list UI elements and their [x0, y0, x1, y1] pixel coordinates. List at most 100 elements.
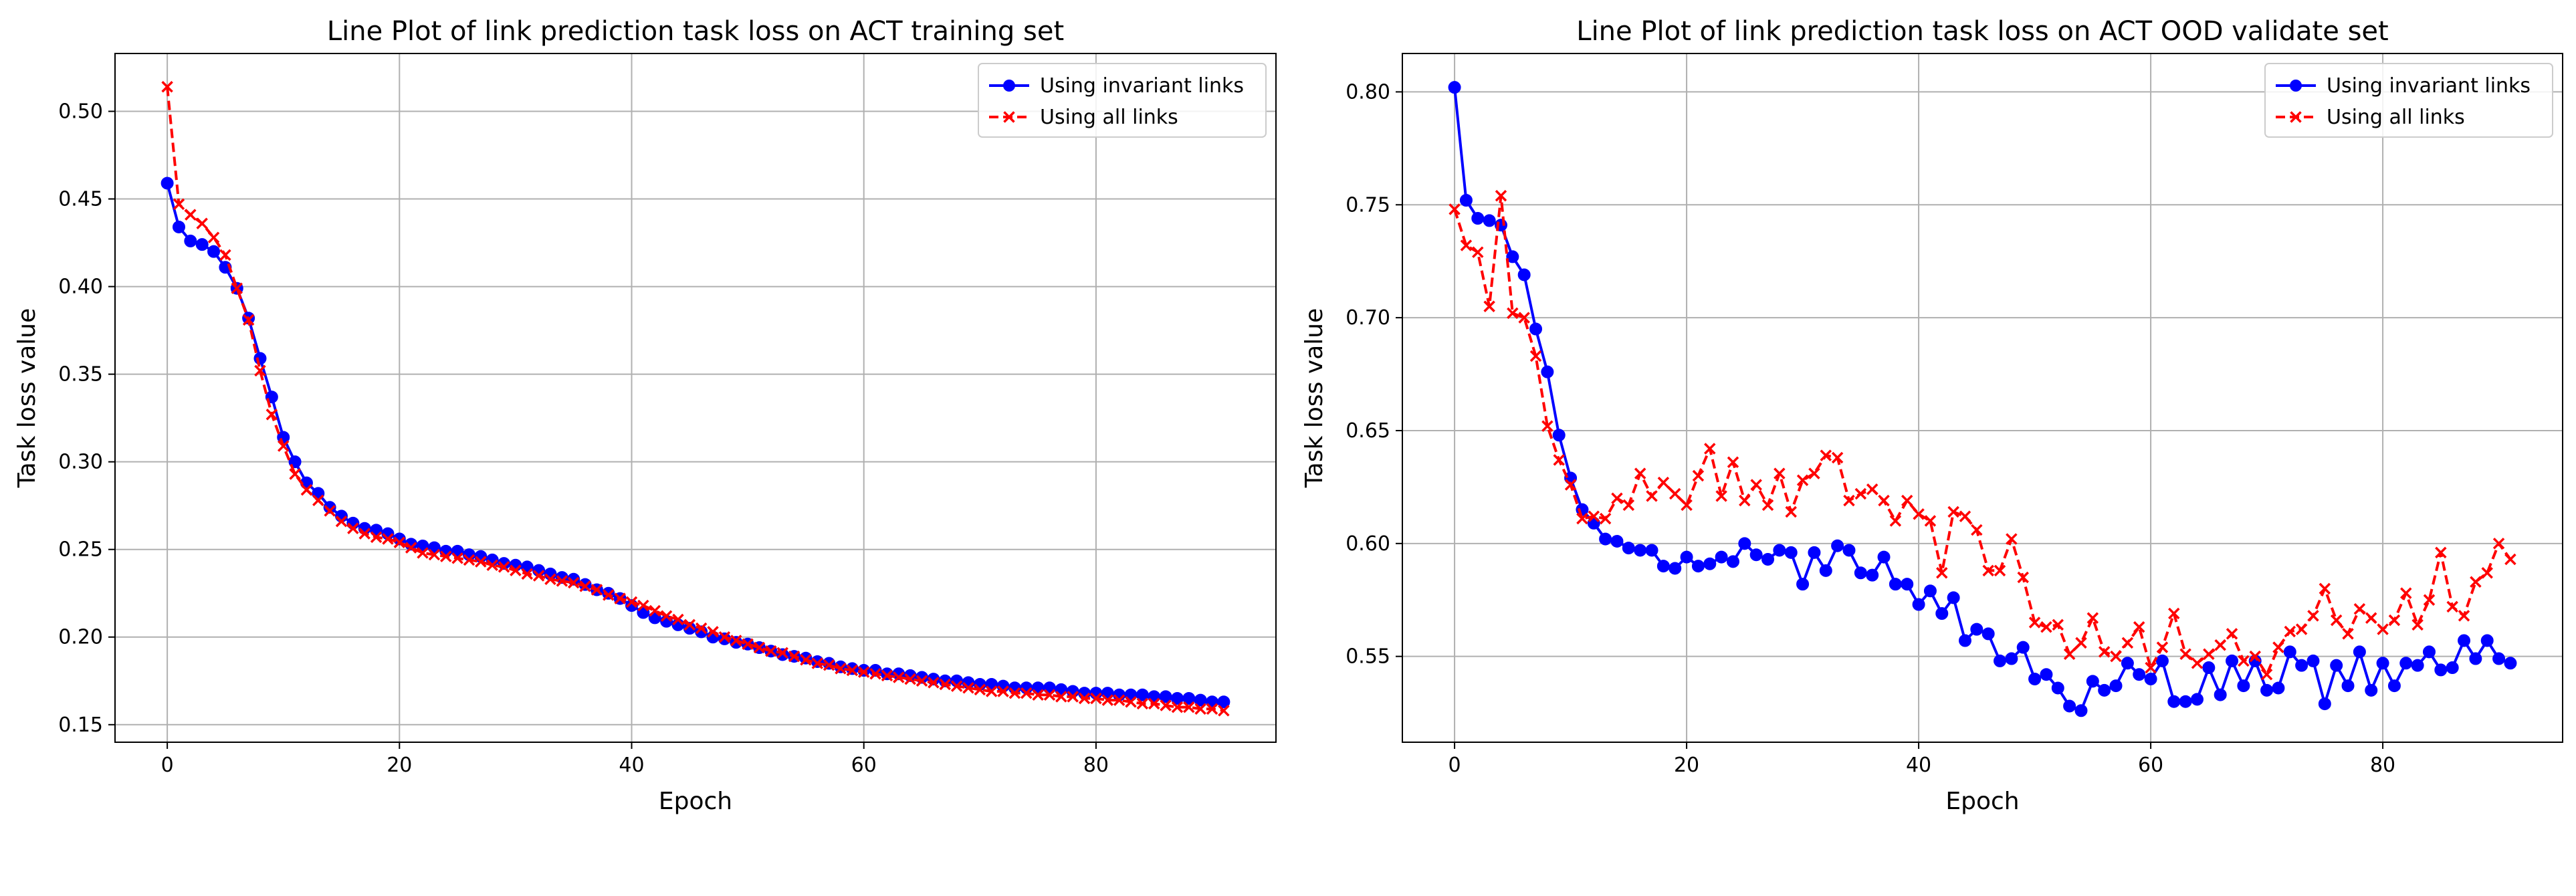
data-point	[1113, 694, 1125, 706]
data-point	[1646, 490, 1658, 502]
legend-marker-x	[2290, 111, 2302, 123]
data-point	[2226, 628, 2238, 640]
y-axis-label: Task loss value	[1301, 308, 1328, 488]
data-point	[185, 209, 197, 221]
data-point	[544, 573, 556, 585]
y-tick-label: 0.15	[58, 713, 103, 737]
y-tick-label: 0.75	[1346, 193, 1390, 217]
data-point	[2040, 668, 2053, 681]
data-point	[2307, 610, 2319, 622]
x-tick-label: 0	[161, 754, 174, 777]
data-point	[1715, 550, 1728, 564]
data-point	[2353, 603, 2366, 615]
y-axis-label: Task loss value	[13, 308, 41, 488]
data-point	[254, 364, 266, 377]
data-point	[2504, 657, 2517, 670]
data-point	[2341, 679, 2355, 693]
data-point	[2319, 582, 2331, 595]
data-point	[776, 647, 788, 659]
data-point	[2377, 623, 2389, 635]
data-point	[2145, 661, 2157, 674]
data-point	[2481, 566, 2493, 579]
data-point	[904, 673, 916, 685]
data-point	[2086, 675, 2099, 688]
data-point	[1774, 467, 1786, 479]
data-point	[1796, 578, 1810, 591]
data-point	[1610, 534, 1624, 548]
data-point	[1090, 692, 1102, 705]
data-point	[1206, 703, 1218, 715]
data-point	[2074, 704, 2088, 717]
data-point	[2214, 639, 2226, 651]
x-tick-label: 40	[1906, 754, 1931, 777]
left-chart: 0 20 40 60 80 0.15 0.20 0.25 0.30 0.35 0.40 0.45 0.5…	[13, 16, 1277, 815]
data-point	[2040, 621, 2052, 633]
x-tick-label: 20	[1674, 754, 1699, 777]
data-point	[2469, 652, 2482, 665]
data-point	[1681, 499, 1693, 512]
data-point	[1982, 564, 1994, 577]
data-point	[695, 622, 708, 635]
data-point	[1784, 546, 1798, 559]
data-point	[2144, 672, 2157, 685]
data-point	[2028, 617, 2041, 629]
legend-label: Using all links	[2327, 106, 2465, 129]
x-tick-label: 80	[1083, 754, 1109, 777]
data-point	[1901, 494, 1913, 507]
data-point	[196, 217, 208, 229]
data-point	[707, 626, 719, 638]
data-point	[463, 554, 475, 566]
data-point	[857, 666, 870, 678]
data-point	[1529, 322, 1543, 336]
data-point	[1541, 365, 1554, 378]
data-point	[1459, 194, 1473, 207]
data-point	[637, 599, 649, 612]
data-point	[2167, 695, 2181, 708]
data-point	[1645, 544, 1658, 557]
data-point	[916, 675, 928, 687]
data-point	[1448, 81, 1461, 94]
data-point	[2190, 693, 2204, 706]
data-point	[2052, 619, 2064, 631]
data-point	[2249, 650, 2261, 663]
data-point	[2283, 645, 2296, 659]
legend-marker-x	[1003, 111, 1015, 123]
data-point	[1866, 568, 1879, 582]
data-point	[974, 683, 986, 696]
data-point	[2330, 614, 2343, 627]
chart-title: Line Plot of link prediction task loss o…	[1576, 16, 2388, 47]
data-point	[880, 667, 893, 681]
y-tick-label: 0.70	[1346, 306, 1390, 330]
data-point	[370, 531, 383, 544]
data-point	[1738, 537, 1751, 550]
y-tick-label: 0.30	[58, 451, 103, 474]
data-point	[1994, 564, 2006, 577]
data-point	[300, 483, 313, 496]
data-point	[2399, 657, 2413, 670]
data-point	[1483, 214, 1496, 227]
data-point	[683, 619, 696, 631]
data-point	[486, 559, 498, 572]
data-point	[1541, 420, 1553, 432]
data-point	[2387, 679, 2401, 693]
data-point	[603, 589, 615, 601]
data-point	[405, 542, 417, 554]
data-point	[1599, 532, 1612, 546]
data-point	[1866, 483, 1879, 495]
data-point	[1958, 634, 1971, 647]
data-point	[393, 536, 406, 548]
y-tick-label: 0.40	[58, 275, 103, 299]
data-point	[1854, 487, 1867, 500]
chart-title: Line Plot of link prediction task loss o…	[327, 16, 1064, 47]
data-point	[1043, 689, 1056, 701]
x-tick-label: 80	[2370, 754, 2395, 777]
data-point	[2214, 688, 2227, 701]
data-point	[2480, 634, 2494, 647]
data-point	[1923, 584, 1937, 598]
x-axis-label: Epoch	[659, 788, 732, 815]
data-point	[788, 650, 800, 663]
data-point	[1460, 239, 1473, 251]
data-point	[2016, 641, 2030, 654]
data-point	[1160, 699, 1172, 711]
data-point	[1680, 550, 1693, 564]
